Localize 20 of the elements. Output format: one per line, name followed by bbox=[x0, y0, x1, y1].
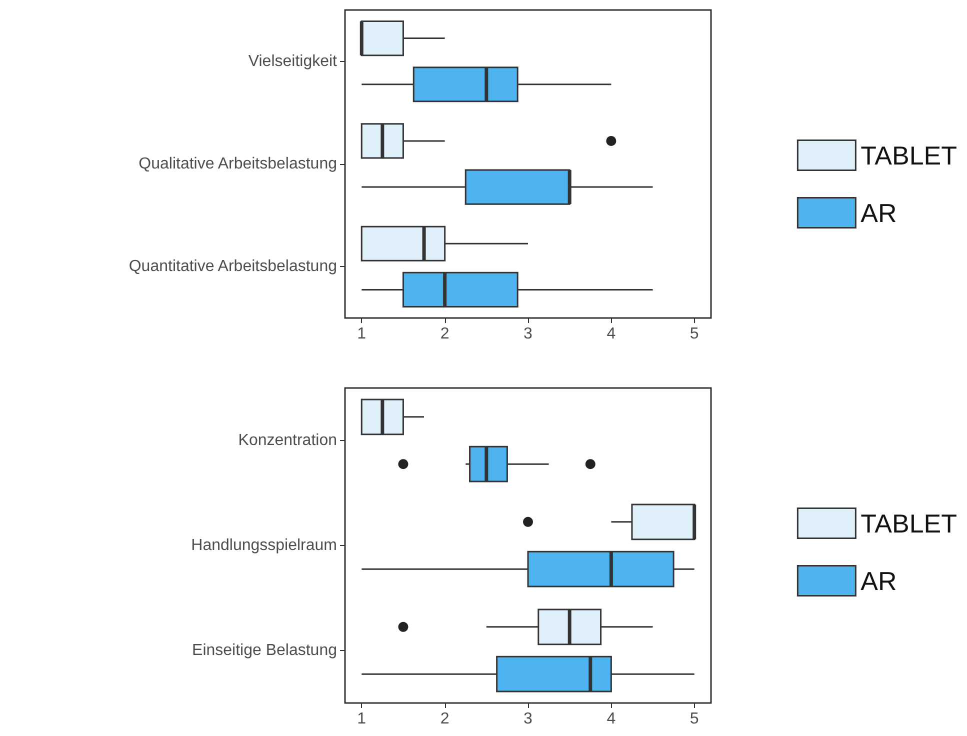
y-tick-label: Quantitative Arbeitsbelastung bbox=[128, 258, 337, 276]
x-tick-label: 4 bbox=[606, 326, 616, 342]
x-tick-label: 3 bbox=[524, 326, 533, 342]
legend-label: AR bbox=[860, 198, 897, 228]
x-tick-label: 1 bbox=[357, 326, 366, 342]
x-tick-label: 2 bbox=[440, 326, 450, 342]
y-tick-label: Qualitative Arbeitsbelastung bbox=[138, 156, 337, 172]
x-tick-label: 3 bbox=[524, 710, 533, 728]
legend-label: AR bbox=[860, 566, 897, 596]
x-tick-label: 5 bbox=[690, 326, 699, 342]
y-tick-label: Konzentration bbox=[238, 432, 337, 449]
x-tick-label: 4 bbox=[606, 710, 616, 728]
legend-label: TABLET bbox=[860, 140, 958, 170]
y-tick-label: Einseitige Belastung bbox=[192, 642, 337, 659]
x-tick-label: 5 bbox=[690, 710, 699, 728]
x-tick-label: 2 bbox=[440, 710, 450, 728]
legend-label: TABLET bbox=[860, 508, 958, 538]
y-tick-label: Vielseitigkeit bbox=[248, 52, 338, 70]
x-tick-label: 1 bbox=[357, 710, 366, 728]
y-tick-label: Handlungsspielraum bbox=[191, 537, 337, 554]
